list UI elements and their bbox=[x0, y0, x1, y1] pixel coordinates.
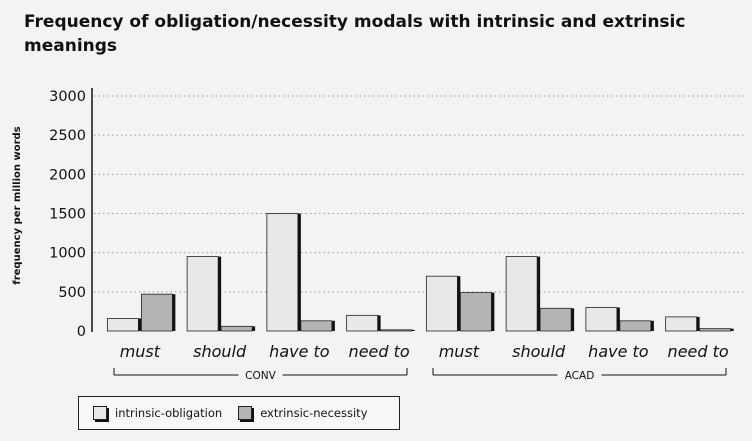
bar-intrinsic-2 bbox=[266, 213, 299, 332]
group-label-acad: ACAD bbox=[565, 370, 595, 382]
legend-label-extrinsic: extrinsic-necessity bbox=[260, 406, 368, 420]
legend-label-intrinsic: intrinsic-obligation bbox=[115, 406, 223, 420]
y-tick-label: 3000 bbox=[49, 89, 86, 105]
bar-extrinsic-3 bbox=[380, 329, 413, 332]
bar-extrinsic-1 bbox=[220, 325, 253, 332]
bar-intrinsic-6 bbox=[585, 307, 618, 332]
bar-intrinsic-0 bbox=[106, 318, 139, 332]
bar-intrinsic-1 bbox=[186, 256, 219, 332]
chart-title: Frequency of obligation/necessity modals… bbox=[24, 12, 686, 56]
x-tick-label: should bbox=[193, 342, 247, 361]
bar-intrinsic-5 bbox=[505, 256, 538, 332]
x-tick-label: have to bbox=[588, 342, 649, 361]
axes bbox=[91, 88, 727, 376]
y-tick-label: 1000 bbox=[49, 246, 86, 262]
legend-item-intrinsic: intrinsic-obligation bbox=[93, 406, 222, 420]
bar-extrinsic-6 bbox=[619, 320, 652, 332]
y-tick-label: 0 bbox=[77, 324, 86, 340]
bar-extrinsic-7 bbox=[699, 328, 732, 332]
group-label-conv: CONV bbox=[245, 370, 276, 382]
bar-intrinsic-7 bbox=[665, 316, 698, 332]
legend-item-extrinsic: extrinsic-necessity bbox=[238, 406, 368, 420]
y-axis-label: frequency per million words bbox=[12, 126, 23, 284]
x-tick-label: have to bbox=[269, 342, 330, 361]
y-tick-label: 2500 bbox=[49, 128, 86, 144]
x-tick-label: should bbox=[512, 342, 566, 361]
bar-intrinsic-4 bbox=[425, 275, 458, 332]
labels: 0 500 1000 1500 2000 2500 3000 frequency per mi… bbox=[12, 89, 729, 382]
y-tick-label: 2000 bbox=[49, 167, 86, 183]
bars bbox=[106, 213, 734, 332]
x-tick-label: must bbox=[439, 342, 480, 361]
bar-chart: 0 500 1000 1500 2000 2500 3000 frequency per mi… bbox=[12, 88, 746, 382]
bar-extrinsic-5 bbox=[539, 307, 572, 332]
y-tick-label: 500 bbox=[58, 285, 86, 301]
x-tick-label: must bbox=[120, 342, 161, 361]
y-tick-label: 1500 bbox=[49, 207, 86, 223]
x-tick-label: need to bbox=[349, 342, 410, 361]
legend: intrinsic-obligation extrinsic-necessity bbox=[78, 396, 400, 430]
legend-swatch-intrinsic bbox=[93, 406, 107, 420]
legend-swatch-extrinsic bbox=[238, 406, 253, 420]
x-tick-label: need to bbox=[668, 342, 729, 361]
bar-extrinsic-4 bbox=[459, 292, 492, 332]
bar-extrinsic-2 bbox=[300, 320, 333, 332]
bar-intrinsic-3 bbox=[346, 314, 379, 332]
bar-extrinsic-0 bbox=[140, 293, 173, 332]
